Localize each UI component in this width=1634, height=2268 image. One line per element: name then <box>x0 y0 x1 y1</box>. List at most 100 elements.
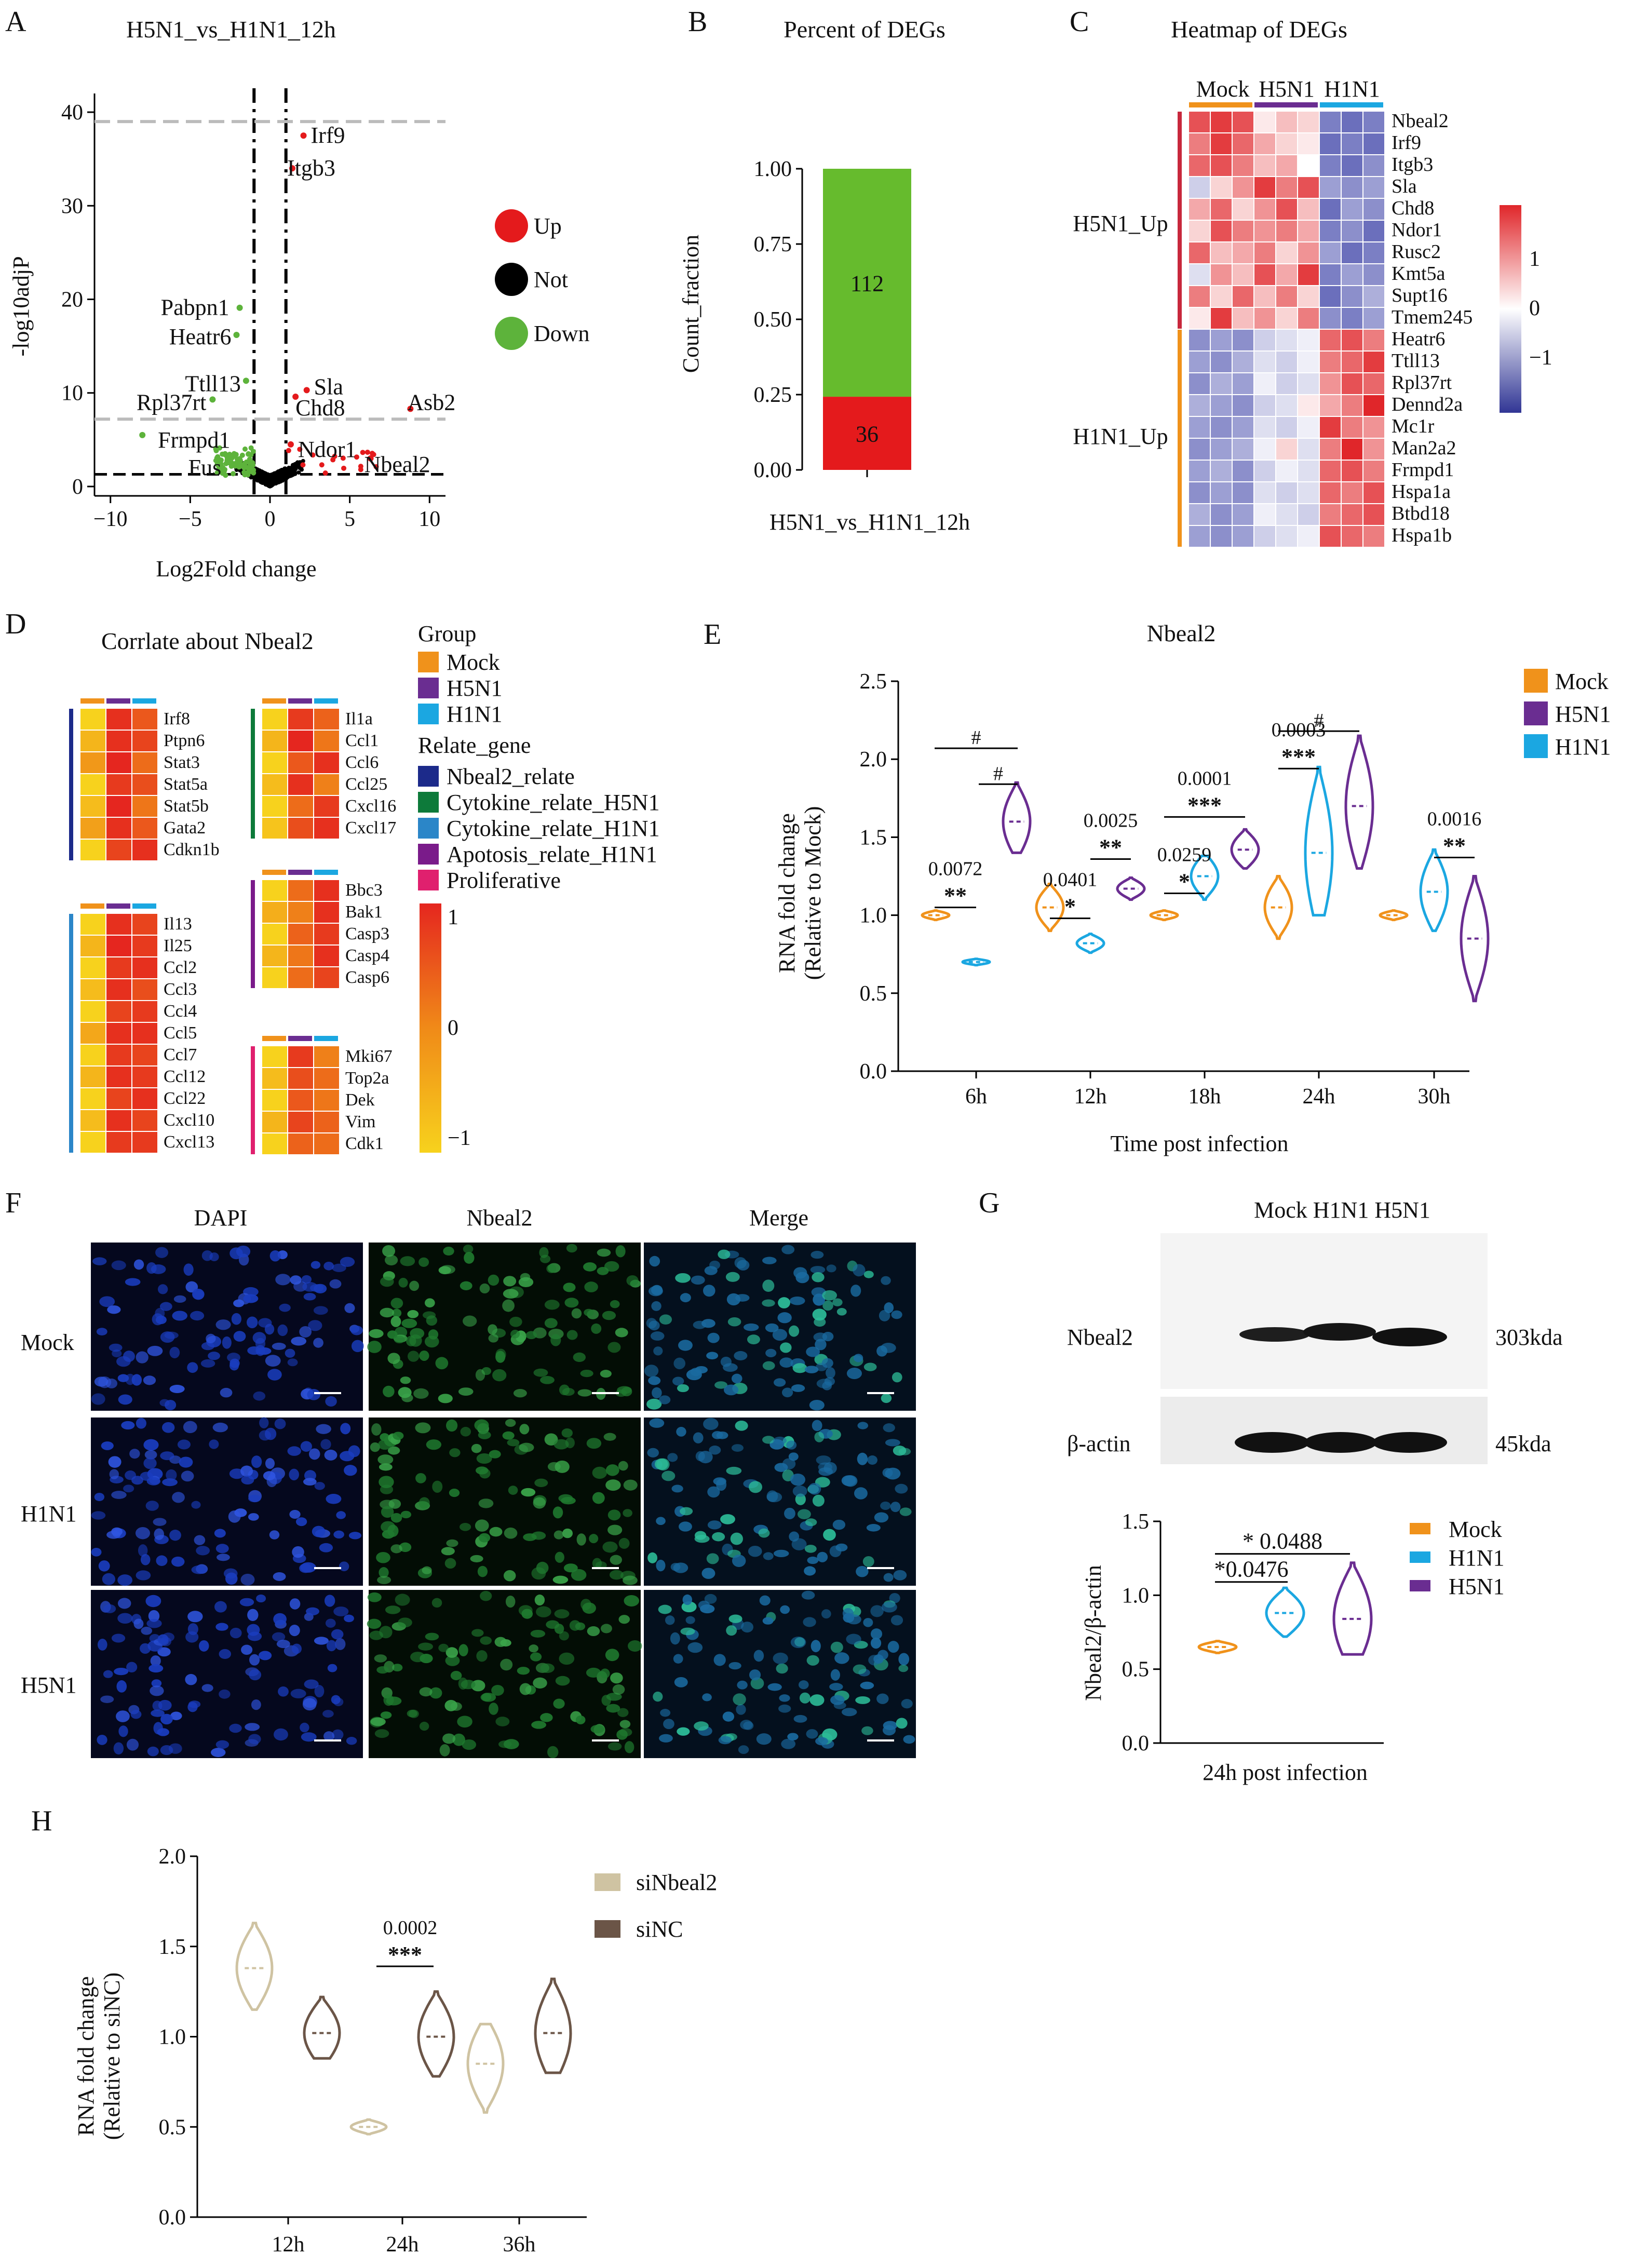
c-cell <box>1276 395 1297 416</box>
d-gene-label: Ccl1 <box>345 731 379 750</box>
a-gene-label: Ttll13 <box>185 371 241 396</box>
f-cell-nucleus <box>626 1275 639 1286</box>
f-cell-nucleus <box>97 1734 107 1745</box>
f-cell-nucleus <box>765 1323 779 1332</box>
g-band2-size: 45kda <box>1495 1431 1551 1456</box>
f-cell-nucleus <box>229 1627 242 1639</box>
a-point-not <box>257 474 262 479</box>
g-band1-label: Nbeal2 <box>1067 1325 1133 1350</box>
f-cell-nucleus <box>239 1598 254 1607</box>
f-cell-nucleus <box>458 1644 468 1657</box>
f-cell-nucleus <box>313 1338 323 1348</box>
c-gene-label: Irf9 <box>1392 132 1421 154</box>
panel-a-ylabel: -log10adjP <box>8 256 34 356</box>
f-cell-nucleus <box>290 1689 306 1698</box>
f-cell-nucleus <box>563 1563 578 1573</box>
e-x-tick-label: 12h <box>1074 1085 1107 1109</box>
d-cell <box>106 796 131 817</box>
d-group-bar <box>262 698 286 704</box>
f-cell-nucleus <box>211 1748 226 1757</box>
f-cell-nucleus <box>562 1528 573 1538</box>
f-cell-nucleus <box>843 1613 855 1623</box>
c-group-bar <box>1320 102 1383 107</box>
f-cell-nucleus <box>479 1283 490 1294</box>
f-cell-nucleus <box>519 1442 534 1452</box>
c-rowgroup-h1n1-up: H1N1_Up <box>1073 424 1168 449</box>
c-cell <box>1298 330 1319 350</box>
d-group-bar <box>314 870 338 875</box>
d-legend-h1n1-swatch <box>418 704 439 724</box>
c-cell <box>1211 264 1232 285</box>
f-cell-nucleus <box>314 1482 325 1490</box>
d-cell <box>80 840 105 860</box>
f-cell-nucleus <box>117 1598 131 1609</box>
panel-c-heatmap: C Heatmap of DEGs Mock H5N1 H1N1 H5N1_Up… <box>1070 6 1552 547</box>
a-gene-label: Fus <box>188 455 222 480</box>
f-cell-nucleus <box>326 1494 342 1504</box>
f-cell-nucleus <box>615 1389 627 1397</box>
a-point-ttll13 <box>242 377 249 384</box>
f-cell-nucleus <box>253 1391 266 1401</box>
f-cell-nucleus <box>898 1665 909 1672</box>
c-cell <box>1320 199 1341 220</box>
f-cell-nucleus <box>429 1687 442 1699</box>
c-cell <box>1211 221 1232 241</box>
f-cell-nucleus <box>249 1654 260 1666</box>
f-cell-nucleus <box>727 1317 741 1327</box>
f-cell-nucleus <box>521 1609 533 1619</box>
f-cell-nucleus <box>117 1574 132 1586</box>
e-sig-mark: ** <box>1099 834 1122 860</box>
f-cell-nucleus <box>164 1331 179 1339</box>
f-cell-nucleus <box>850 1285 861 1297</box>
f-cell-nucleus <box>146 1262 157 1274</box>
f-cell-nucleus <box>323 1261 334 1271</box>
g-lane-labels: Mock H1N1 H5N1 <box>1254 1197 1430 1223</box>
f-cell-nucleus <box>676 1427 686 1437</box>
c-gene-label: Rusc2 <box>1392 241 1441 263</box>
h-x-tick-label: 12h <box>272 2233 305 2257</box>
c-cell <box>1276 155 1297 176</box>
f-cell-nucleus <box>600 1370 612 1378</box>
f-cell-nucleus <box>385 1605 401 1614</box>
a-point-up <box>319 462 325 468</box>
f-cell-nucleus <box>559 1384 570 1396</box>
d-cell <box>288 731 313 751</box>
e-y-tick-label: 0.5 <box>860 982 887 1006</box>
f-cell-nucleus <box>659 1734 673 1743</box>
c-cell <box>1298 133 1319 154</box>
g-legend-h1n1-swatch <box>1410 1551 1430 1563</box>
d-cell <box>132 1045 157 1065</box>
e-legend-h5n1-swatch <box>1524 701 1548 725</box>
panel-f-label: F <box>5 1187 21 1219</box>
legend-dot-up <box>495 209 528 242</box>
d-cell <box>288 1133 313 1154</box>
f-cell-nucleus <box>553 1698 565 1709</box>
f-cell-nucleus <box>289 1625 300 1637</box>
f-cell-nucleus <box>145 1595 161 1608</box>
f-cell-nucleus <box>471 1629 484 1637</box>
panel-a-label: A <box>5 6 26 38</box>
f-cell-nucleus <box>435 1357 449 1370</box>
f-cell-nucleus <box>381 1521 396 1533</box>
c-gene-label: Btbd18 <box>1392 503 1450 524</box>
d-cell <box>288 902 313 923</box>
f-cell-nucleus <box>432 1480 443 1493</box>
h-violin-sinc <box>303 1995 341 2060</box>
f-cell-nucleus <box>98 1560 110 1572</box>
f-cell-nucleus <box>682 1594 693 1605</box>
f-cell-nucleus <box>445 1655 460 1666</box>
f-cell-nucleus <box>862 1556 874 1567</box>
f-cell-nucleus <box>504 1527 518 1539</box>
f-cell-nucleus <box>703 1418 719 1430</box>
f-cell-nucleus <box>616 1729 628 1740</box>
c-cell <box>1233 439 1253 460</box>
a-point-not <box>259 479 264 484</box>
f-cell-nucleus <box>575 1715 586 1724</box>
f-cell-nucleus <box>747 1334 760 1345</box>
f-cell-nucleus <box>741 1622 753 1633</box>
f-cell-nucleus <box>187 1623 198 1636</box>
f-cell-nucleus <box>706 1352 719 1360</box>
f-cell-nucleus <box>306 1607 319 1616</box>
f-cell-nucleus <box>884 1302 894 1313</box>
f-cell-nucleus <box>336 1511 346 1519</box>
